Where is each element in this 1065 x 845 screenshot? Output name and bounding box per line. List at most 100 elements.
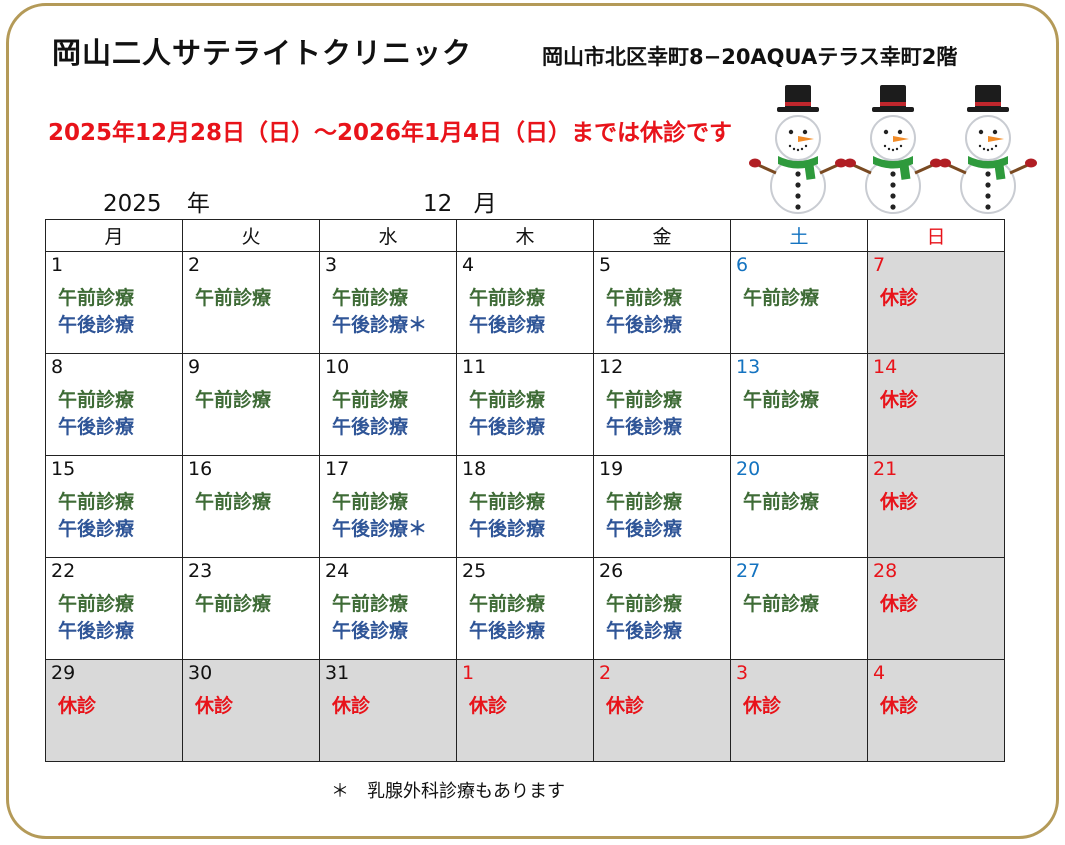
afternoon-clinic-label: 午後診療＊ [332,518,428,540]
morning-clinic-label: 午前診療 [606,491,683,513]
closed-label: 休診 [606,695,645,717]
closed-label: 休診 [880,491,919,513]
day-cell: 4 午前診療 午後診療 [456,251,594,354]
day-number: 8 [51,356,64,378]
weekday-thu: 木 [456,219,594,252]
afternoon-clinic-label: 午後診療 [469,518,546,540]
day-cell: 23 午前診療 [182,557,320,660]
week-row: 1 午前診療 午後診療 2 午前診療 3 午前診療 午後診療＊ 4 午前診療 午後診療 5 午前診療 午後… [45,251,1005,354]
day-cell: 12 午前診療 午後診療 [593,353,731,456]
day-cell: 20 午前診療 [730,455,868,558]
day-cell: 18 午前診療 午後診療 [456,455,594,558]
day-number: 20 [736,458,761,480]
day-number: 12 [599,356,624,378]
day-number: 22 [51,560,76,582]
closed-label: 休診 [58,695,97,717]
week-row: 22 午前診療 午後診療 23 午前診療 24 午前診療 午後診療 25 午前診療 午後診療 26 午前… [45,557,1005,660]
day-cell: 1 午前診療 午後診療 [45,251,183,354]
morning-clinic-label: 午前診療 [606,287,683,309]
morning-clinic-label: 午前診療 [743,593,820,615]
closed-label: 休診 [880,695,919,717]
day-cell: 24 午前診療 午後診療 [319,557,457,660]
morning-clinic-label: 午前診療 [469,593,546,615]
afternoon-clinic-label: 午後診療 [606,518,683,540]
day-cell: 16 午前診療 [182,455,320,558]
day-cell: 5 午前診療 午後診療 [593,251,731,354]
day-cell: 3 休診 [730,659,868,762]
day-number: 30 [188,662,213,684]
day-number: 7 [873,254,886,276]
closed-label: 休診 [469,695,508,717]
day-number: 2 [599,662,612,684]
morning-clinic-label: 午前診療 [195,593,272,615]
morning-clinic-label: 午前診療 [332,389,409,411]
morning-clinic-label: 午前診療 [469,389,546,411]
clinic-address: 岡山市北区幸町8−20AQUAテラス幸町2階 [542,45,958,69]
day-number: 29 [51,662,76,684]
day-cell: 2 休診 [593,659,731,762]
day-cell: 26 午前診療 午後診療 [593,557,731,660]
closed-label: 休診 [880,593,919,615]
day-number: 18 [462,458,487,480]
morning-clinic-label: 午前診療 [332,491,409,513]
weekday-header-row: 月 火 水 木 金 土 日 [45,219,1005,252]
day-cell: 6 午前診療 [730,251,868,354]
calendar-table: 月 火 水 木 金 土 日 1 午前診療 午後診療 2 午前診療 3 午前診療 午後診療＊ 4 午… [45,219,1005,762]
day-cell: 22 午前診療 午後診療 [45,557,183,660]
day-number: 5 [599,254,612,276]
afternoon-clinic-label: 午後診療 [469,314,546,336]
day-cell: 7 休診 [867,251,1005,354]
weekday-wed: 水 [319,219,457,252]
closed-label: 休診 [332,695,371,717]
footnote: ＊ 乳腺外科診療もあります [331,781,565,802]
weekday-sun: 日 [867,219,1005,252]
day-cell: 14 休診 [867,353,1005,456]
day-number: 3 [325,254,338,276]
day-number: 17 [325,458,350,480]
day-number: 23 [188,560,213,582]
afternoon-clinic-label: 午後診療＊ [332,314,428,336]
day-number: 27 [736,560,761,582]
day-number: 9 [188,356,201,378]
afternoon-clinic-label: 午後診療 [58,518,135,540]
day-number: 13 [736,356,761,378]
day-number: 2 [188,254,201,276]
day-cell: 19 午前診療 午後診療 [593,455,731,558]
day-cell: 3 午前診療午後診療＊ [319,251,457,354]
morning-clinic-label: 午前診療 [743,491,820,513]
morning-clinic-label: 午前診療 [195,287,272,309]
week-row: 8 午前診療 午後診療 9 午前診療 10 午前診療 午後診療 11 午前診療 午後診療 12 午前診療… [45,353,1005,456]
month-number: 12 [423,191,453,217]
weekday-mon: 月 [45,219,183,252]
day-number: 1 [51,254,64,276]
day-cell: 2 午前診療 [182,251,320,354]
afternoon-clinic-label: 午後診療 [58,416,135,438]
day-number: 16 [188,458,213,480]
closed-label: 休診 [195,695,234,717]
day-cell: 21 休診 [867,455,1005,558]
year-number: 2025 [103,191,162,217]
afternoon-clinic-label: 午後診療 [606,620,683,642]
holiday-notice: 2025年12月28日（日）～2026年1月4日（日）までは休診です [48,120,733,146]
day-number: 21 [873,458,898,480]
day-number: 6 [736,254,749,276]
closed-label: 休診 [743,695,782,717]
weekday-sat: 土 [730,219,868,252]
morning-clinic-label: 午前診療 [332,593,409,615]
day-cell: 15 午前診療 午後診療 [45,455,183,558]
closed-label: 休診 [880,389,919,411]
day-cell: 10 午前診療 午後診療 [319,353,457,456]
day-cell: 4 休診 [867,659,1005,762]
snowmen-illustration [748,83,1039,215]
day-number: 26 [599,560,624,582]
morning-clinic-label: 午前診療 [332,287,409,309]
day-number: 24 [325,560,350,582]
day-cell: 30 休診 [182,659,320,762]
morning-clinic-label: 午前診療 [195,491,272,513]
day-cell: 9 午前診療 [182,353,320,456]
day-number: 14 [873,356,898,378]
day-number: 4 [873,662,886,684]
day-number: 15 [51,458,76,480]
afternoon-clinic-label: 午後診療 [469,416,546,438]
closed-label: 休診 [880,287,919,309]
